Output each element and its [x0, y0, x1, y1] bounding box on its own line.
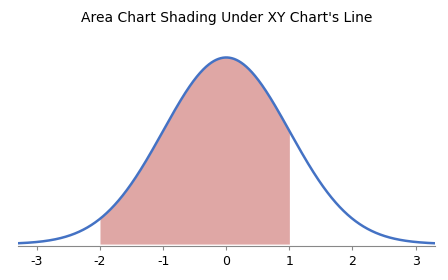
Title: Area Chart Shading Under XY Chart's Line: Area Chart Shading Under XY Chart's Line [81, 11, 372, 25]
